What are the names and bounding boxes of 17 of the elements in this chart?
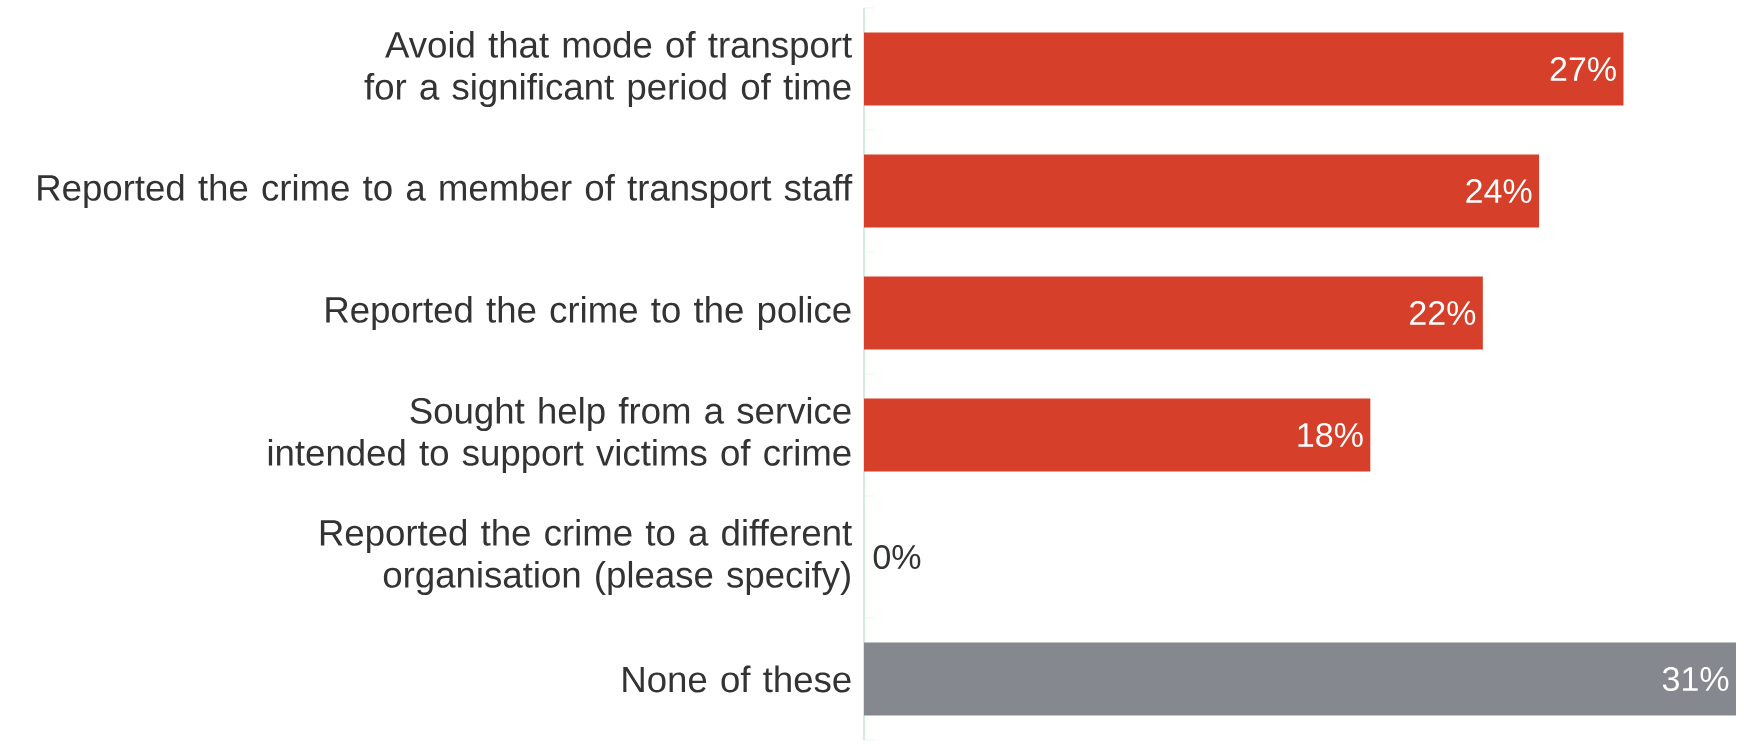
y-tick-label: Reported the crime to a member of transport staff <box>38 173 853 209</box>
y-tick-label: Avoid that mode of transport for a significant period of time <box>364 30 852 108</box>
y-tick-label: None of these <box>623 665 851 693</box>
bar <box>864 642 1736 716</box>
data-label: 0% <box>873 544 921 570</box>
data-label: 18% <box>1298 422 1363 448</box>
data-label: 22% <box>1410 301 1476 325</box>
y-tick-label: Reported the crime to the police <box>326 295 851 331</box>
bar <box>864 154 1540 228</box>
data-label: 27% <box>1550 57 1616 81</box>
bar <box>864 276 1483 350</box>
data-label: 24% <box>1466 179 1532 203</box>
bar <box>864 32 1624 106</box>
y-tick-label: Sought help from a service intended to support victims of crime <box>268 396 851 474</box>
y-tick-label: Reported the crime to a different organisation (please specify) <box>320 518 852 596</box>
data-label: 31% <box>1662 666 1729 692</box>
bar <box>864 398 1371 472</box>
